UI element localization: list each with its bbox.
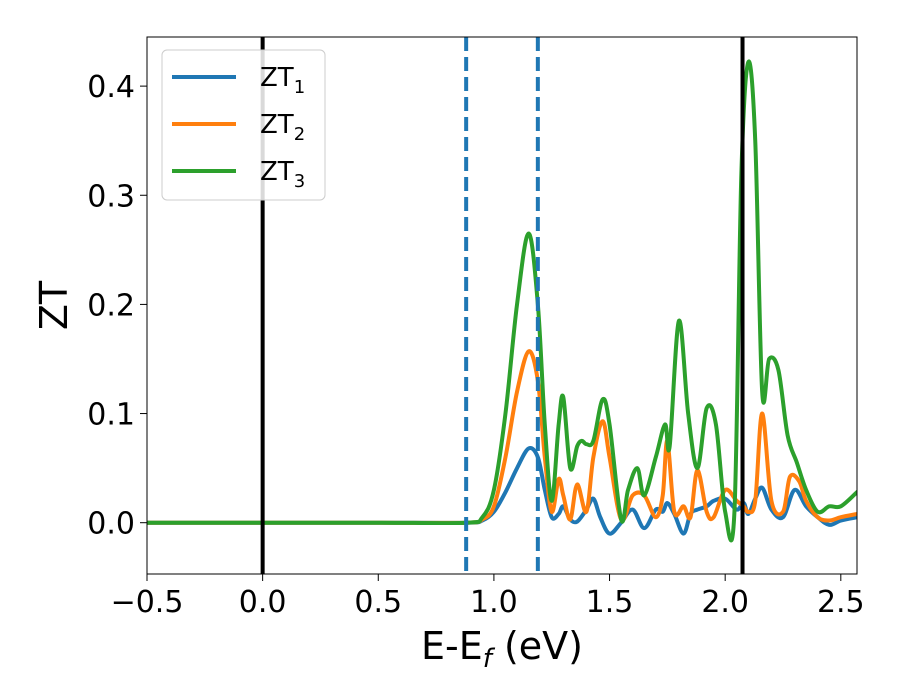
x-axis-label-suffix: (eV) — [492, 624, 583, 668]
legend-box — [161, 49, 326, 201]
legend: ZT1 ZT2 ZT3 — [161, 49, 326, 201]
x-tick-label: 1.0 — [470, 585, 518, 620]
x-tick-label: 2.5 — [817, 585, 865, 620]
legend-label-2: ZT2 — [260, 110, 305, 145]
y-ticks: 0.0 0.1 0.2 0.3 0.4 — [87, 70, 147, 542]
y-tick-label: 0.1 — [87, 398, 135, 433]
axes-frame — [146, 36, 858, 575]
x-tick-label: 0.0 — [239, 585, 287, 620]
x-tick-label: 2.0 — [701, 585, 749, 620]
x-tick-label: 0.5 — [354, 585, 402, 620]
series-line-2 — [147, 349, 857, 525]
y-tick-label: 0.4 — [87, 70, 135, 105]
y-tick-label: 0.0 — [87, 507, 135, 542]
legend-label-3: ZT3 — [260, 157, 305, 192]
x-tick-label: 1.5 — [586, 585, 634, 620]
x-axis-label: E-Ef (eV) — [421, 624, 583, 674]
x-tick-label: −0.5 — [111, 585, 184, 620]
series-line-1 — [147, 446, 857, 536]
y-tick-label: 0.3 — [87, 179, 135, 214]
x-axis-label-main: E-E — [421, 624, 483, 668]
y-axis-label: ZT — [32, 280, 76, 330]
x-ticks: −0.5 0.0 0.5 1.0 1.5 2.0 2.5 — [111, 574, 865, 620]
series-layer — [147, 59, 857, 543]
series-line-3 — [147, 59, 857, 543]
y-tick-label: 0.2 — [87, 288, 135, 323]
legend-label-1: ZT1 — [260, 63, 305, 98]
